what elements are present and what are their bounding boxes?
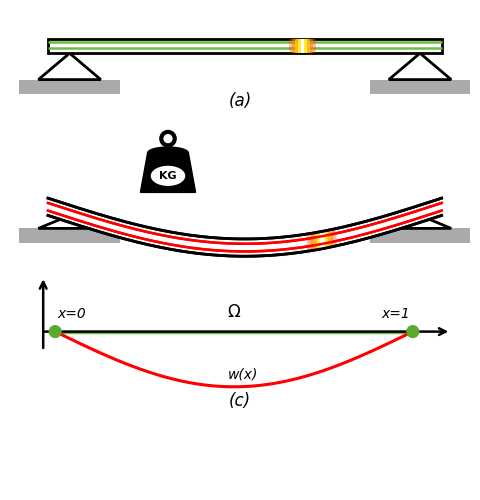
Text: (c): (c) xyxy=(229,392,251,410)
Polygon shape xyxy=(38,53,101,80)
Text: x=0: x=0 xyxy=(58,307,86,321)
Polygon shape xyxy=(389,53,451,80)
Text: (a): (a) xyxy=(228,92,252,110)
Bar xyxy=(19,80,120,94)
Bar xyxy=(370,80,470,94)
Text: w(x): w(x) xyxy=(228,368,259,382)
Ellipse shape xyxy=(148,147,188,159)
Text: Ω: Ω xyxy=(228,303,240,321)
Polygon shape xyxy=(389,216,451,228)
Bar xyxy=(19,228,120,243)
Text: (b): (b) xyxy=(228,241,252,259)
Point xyxy=(51,328,59,336)
Ellipse shape xyxy=(151,166,185,186)
Polygon shape xyxy=(38,216,101,228)
Polygon shape xyxy=(140,153,196,192)
Text: KG: KG xyxy=(159,171,177,181)
Bar xyxy=(48,39,442,53)
Text: x=1: x=1 xyxy=(382,307,410,321)
Point xyxy=(409,328,417,336)
Bar xyxy=(370,228,470,243)
Circle shape xyxy=(165,136,171,141)
